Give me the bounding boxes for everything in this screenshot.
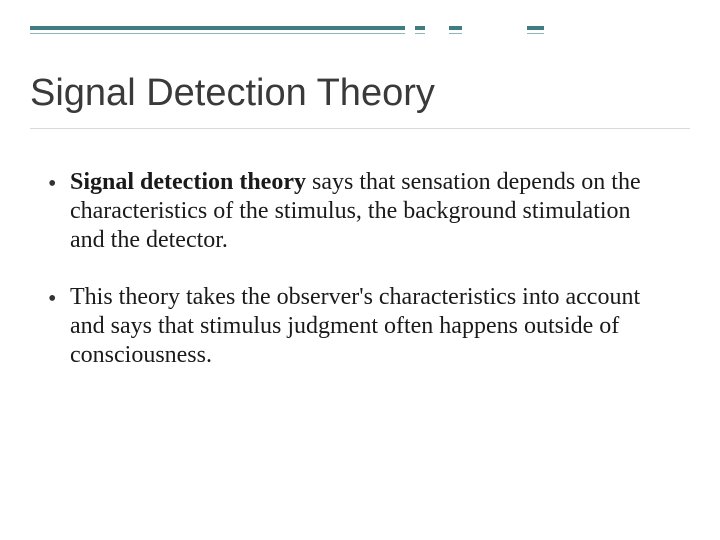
bold-run: Signal detection theory <box>70 169 306 195</box>
title-underline <box>30 128 690 129</box>
slide: Signal Detection Theory • Signal detectio… <box>0 0 720 540</box>
bullet-dot: • <box>48 285 56 314</box>
rule-accent-segments <box>0 19 720 41</box>
bullet-text: This theory takes the observer's charact… <box>70 284 640 368</box>
slide-body: • Signal detection theory says that sensa… <box>48 168 660 398</box>
bullet-dot: • <box>48 170 56 199</box>
bullet-item: • This theory takes the observer's charac… <box>48 283 660 370</box>
rule-accent-gap <box>544 19 694 41</box>
slide-title: Signal Detection Theory <box>30 72 690 115</box>
rule-accent-gap <box>425 19 449 41</box>
bullet-item: • Signal detection theory says that sensa… <box>48 168 660 255</box>
text-run: This theory takes the observer's charact… <box>70 284 640 368</box>
top-rule <box>0 0 720 44</box>
bullet-text: Signal detection theory says that sensat… <box>70 169 641 253</box>
rule-accent-gap <box>405 19 415 41</box>
rule-accent-gap <box>462 19 527 41</box>
